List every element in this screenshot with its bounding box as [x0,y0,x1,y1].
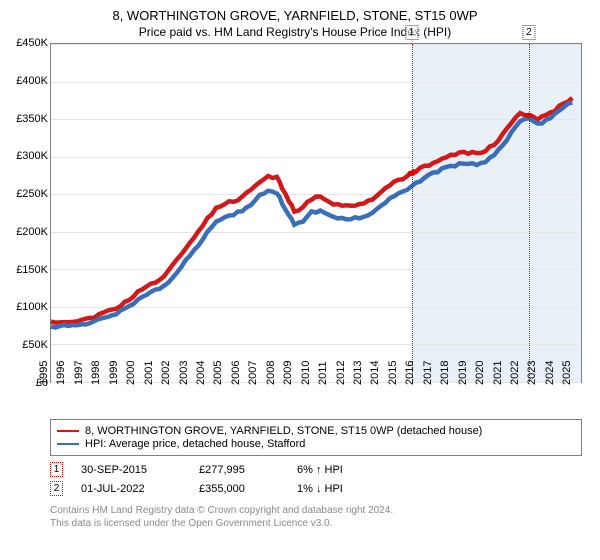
x-tick-label: 2011 [317,361,329,385]
x-tick-label: 2020 [474,361,486,385]
sale-index: 1 [50,462,63,477]
sale-price: £355,000 [199,483,279,495]
plot-svg [51,44,581,382]
sale-date: 01-JUL-2022 [81,483,181,495]
sale-row: 1 30-SEP-2015 £277,995 6% ↑ HPI [50,462,582,477]
y-tick-label: £150K [16,264,48,276]
y-tick-label: £450K [16,37,48,49]
x-tick-label: 2018 [439,361,451,385]
x-tick-label: 2008 [265,361,277,385]
x-tick-label: 2017 [421,361,433,385]
y-tick-label: £200K [16,226,48,238]
x-tick-label: 2021 [491,361,503,385]
legend-item: 8, WORTHINGTON GROVE, YARNFIELD, STONE, … [57,425,575,437]
y-tick-label: £300K [16,150,48,162]
x-tick-label: 2005 [212,361,224,385]
legend-label: HPI: Average price, detached house, Staf… [85,438,305,450]
x-tick-label: 2003 [177,361,189,385]
x-tick-label: 2009 [282,361,294,385]
x-tick-label: 1995 [38,361,50,385]
x-tick-label: 1999 [108,361,120,385]
legend: 8, WORTHINGTON GROVE, YARNFIELD, STONE, … [50,419,582,456]
sale-row: 2 01-JUL-2022 £355,000 1% ↓ HPI [50,481,582,496]
legend-swatch [57,443,79,445]
sale-delta: 6% ↑ HPI [297,464,397,476]
x-tick-label: 2022 [509,361,521,385]
x-tick-label: 1996 [55,361,67,385]
sales-table: 1 30-SEP-2015 £277,995 6% ↑ HPI 2 01-JUL-2022… [50,462,582,496]
x-tick-label: 2013 [352,361,364,385]
y-tick-label: £250K [16,188,48,200]
footer-line: Contains HM Land Registry data © Crown c… [50,504,582,517]
x-tick-label: 2004 [195,361,207,385]
footer: Contains HM Land Registry data © Crown c… [50,504,582,530]
x-tick-label: 2001 [142,361,154,385]
plot-area: 12 [50,43,582,383]
marker-line [412,44,413,382]
x-tick-label: 2024 [544,361,556,385]
x-tick-label: 1998 [90,361,102,385]
chart-title: 8, WORTHINGTON GROVE, YARNFIELD, STONE, … [8,8,582,23]
x-tick-label: 2000 [125,361,137,385]
x-tick-label: 2012 [334,361,346,385]
marker-label: 2 [522,25,535,40]
footer-line: This data is licensed under the Open Gov… [50,517,582,530]
x-tick-label: 2014 [369,361,381,385]
x-tick-label: 1997 [73,361,85,385]
series-hpi [51,102,572,327]
sale-price: £277,995 [199,464,279,476]
chart-subtitle: Price paid vs. HM Land Registry's House … [8,25,582,39]
marker-line [529,44,530,382]
y-tick-label: £50K [22,339,48,351]
x-tick-label: 2010 [299,361,311,385]
legend-label: 8, WORTHINGTON GROVE, YARNFIELD, STONE, … [85,425,482,437]
x-tick-label: 2015 [387,361,399,385]
y-tick-label: £400K [16,75,48,87]
x-tick-label: 2002 [160,361,172,385]
x-tick-label: 2007 [247,361,259,385]
chart-area: £0£50K£100K£150K£200K£250K£300K£350K£400… [8,43,582,413]
x-tick-label: 2006 [230,361,242,385]
marker-label: 1 [405,25,418,40]
x-tick-label: 2025 [561,361,573,385]
x-tick-label: 2016 [404,361,416,385]
y-tick-label: £100K [16,301,48,313]
sale-index: 2 [50,481,63,496]
legend-swatch [57,430,79,432]
sale-delta: 1% ↓ HPI [297,483,397,495]
x-tick-label: 2019 [456,361,468,385]
legend-item: HPI: Average price, detached house, Staf… [57,438,575,450]
x-tick-label: 2023 [526,361,538,385]
x-axis: 1995199619971998199920002001200220032004… [50,383,582,413]
sale-date: 30-SEP-2015 [81,464,181,476]
y-tick-label: £350K [16,113,48,125]
y-axis: £0£50K£100K£150K£200K£250K£300K£350K£400… [8,43,50,383]
